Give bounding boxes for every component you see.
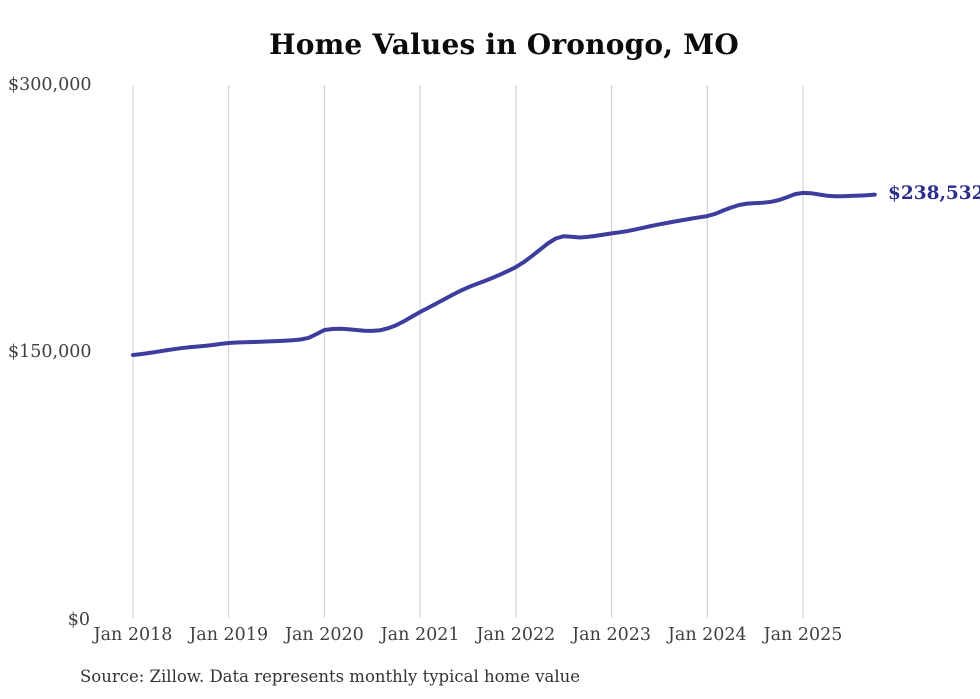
x-axis-tick-jan-2023: Jan 2023 <box>572 625 651 645</box>
x-axis-tick-jan-2020: Jan 2020 <box>284 625 364 645</box>
vertical-gridlines <box>132 85 804 618</box>
chart-title: Home Values in Oronogo, MO <box>269 28 739 61</box>
x-axis-tick-jan-2021: Jan 2021 <box>380 625 460 645</box>
x-axis-tick-jan-2018: Jan 2018 <box>93 625 173 645</box>
latest-value-label: $238,532 <box>888 183 980 204</box>
y-axis-tick-300000: $300,000 <box>8 75 92 95</box>
source-attribution: Source: Zillow. Data represents monthly … <box>80 667 581 686</box>
y-axis-tick-0: $0 <box>67 610 90 630</box>
home-value-line <box>131 190 877 357</box>
x-axis-tick-jan-2024: Jan 2024 <box>667 625 747 645</box>
x-axis-tick-jan-2019: Jan 2019 <box>189 625 269 645</box>
x-axis-tick-jan-2022: Jan 2022 <box>476 625 556 645</box>
x-axis-tick-jan-2025: Jan 2025 <box>763 625 843 645</box>
y-axis-tick-150000: $150,000 <box>8 342 92 362</box>
